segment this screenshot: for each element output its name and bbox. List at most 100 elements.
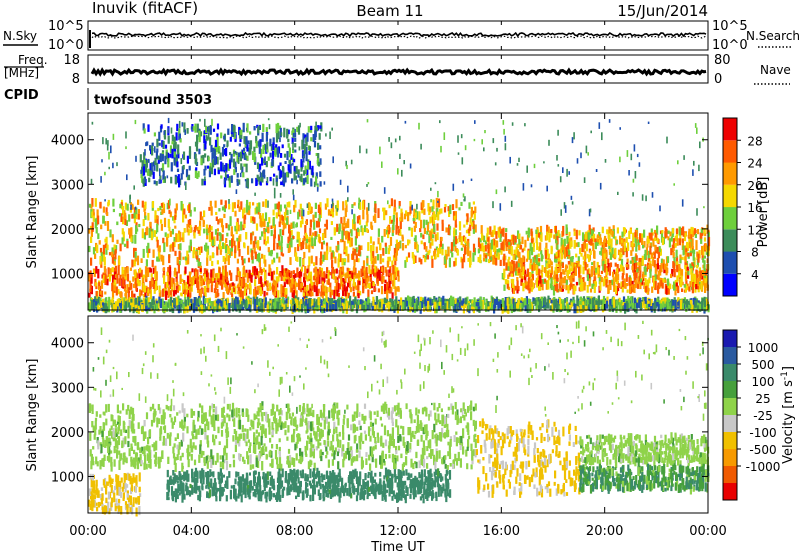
power-cell: [248, 304, 251, 309]
power-cell: [390, 286, 393, 292]
power-cell: [563, 252, 566, 259]
power-cell: [131, 213, 134, 219]
power-cell: [131, 290, 134, 299]
power-cell: [285, 207, 288, 216]
power-cell: [253, 217, 256, 224]
power-cell: [538, 262, 541, 267]
power-cell: [319, 257, 322, 266]
power-cell: [377, 288, 380, 293]
power-cell: [170, 291, 173, 299]
power-cell: [586, 263, 589, 268]
power-cell: [373, 304, 377, 312]
power-cell: [623, 241, 626, 252]
power-cell: [535, 305, 538, 311]
freq-trace: [90, 67, 707, 77]
power-cell: [491, 229, 495, 238]
power-cell: [292, 282, 295, 290]
power-cell: [391, 280, 395, 287]
power-cell: [397, 287, 400, 292]
power-cell: [568, 276, 571, 281]
power-cell: [221, 234, 224, 241]
power-cell: [579, 247, 582, 255]
power-cell: [413, 208, 416, 218]
power-cell: [338, 299, 341, 308]
power-cell: [675, 249, 678, 258]
power-cell: [354, 248, 357, 256]
power-cell: [548, 233, 551, 243]
power-cell: [647, 300, 650, 304]
power-cell: [512, 267, 515, 273]
power-cell: [666, 302, 669, 310]
power-cell: [343, 284, 346, 292]
power-cell: [375, 246, 378, 254]
power-cell: [263, 218, 266, 227]
power-cell: [254, 236, 257, 242]
power-cell: [90, 236, 93, 243]
power-cell: [654, 232, 657, 240]
power-cell: [203, 285, 206, 293]
power-cell: [561, 244, 564, 250]
power-cell: [491, 297, 494, 305]
power-cell: [175, 132, 178, 141]
power-cell: [244, 272, 247, 278]
power-cell: [313, 220, 316, 230]
power-cell: [499, 259, 502, 266]
power-cell: [546, 270, 549, 278]
power-cell: [326, 245, 329, 255]
power-cell: [286, 151, 289, 161]
power-cell: [185, 169, 189, 178]
power-cell: [656, 246, 659, 254]
power-cell: [681, 238, 684, 243]
power-cell: [204, 165, 207, 171]
power-cell: [149, 268, 153, 273]
power-cell: [319, 181, 322, 187]
power-cell: [234, 161, 237, 169]
power-cell: [506, 283, 509, 289]
power-cell: [335, 245, 338, 252]
power-cell: [530, 228, 533, 236]
power-cell: [594, 241, 597, 250]
power-cell: [363, 300, 366, 305]
power-cell: [687, 271, 690, 276]
power-cell: [327, 278, 330, 285]
power-cell: [559, 282, 562, 291]
power-cell: [166, 282, 169, 288]
power-cell: [567, 242, 570, 250]
power-cell: [696, 251, 699, 257]
power-cell: [389, 216, 392, 224]
power-cell: [261, 157, 264, 166]
power-cell: [537, 276, 540, 282]
power-cell: [454, 236, 458, 245]
power-cell: [310, 128, 313, 133]
power-cell: [334, 269, 337, 274]
power-cell: [300, 282, 304, 288]
power-cell: [612, 271, 615, 278]
power-cell: [669, 302, 672, 312]
power-cell: [397, 232, 401, 236]
power-cell: [696, 285, 699, 290]
power-cell: [391, 298, 394, 304]
power-cell: [89, 270, 92, 278]
power-cell: [582, 266, 585, 275]
power-cell: [411, 296, 414, 306]
power-cell: [222, 256, 225, 262]
power-cell: [247, 245, 250, 255]
power-cell: [540, 269, 543, 274]
power-cell: [259, 267, 262, 273]
power-cell: [627, 242, 630, 251]
power-cell: [247, 205, 250, 211]
power-cell: [678, 264, 681, 271]
power-cell: [104, 243, 107, 249]
power-cell: [653, 260, 656, 268]
power-cell: [284, 300, 287, 304]
power-cell: [391, 306, 394, 311]
power-cell: [374, 256, 377, 264]
power-cell: [540, 296, 544, 307]
power-cell: [275, 276, 278, 284]
power-cell: [461, 300, 464, 306]
power-cell: [262, 144, 265, 154]
power-cell: [260, 221, 263, 228]
power-cell: [329, 282, 332, 292]
power-cell: [172, 242, 175, 252]
power-cell: [500, 242, 503, 251]
